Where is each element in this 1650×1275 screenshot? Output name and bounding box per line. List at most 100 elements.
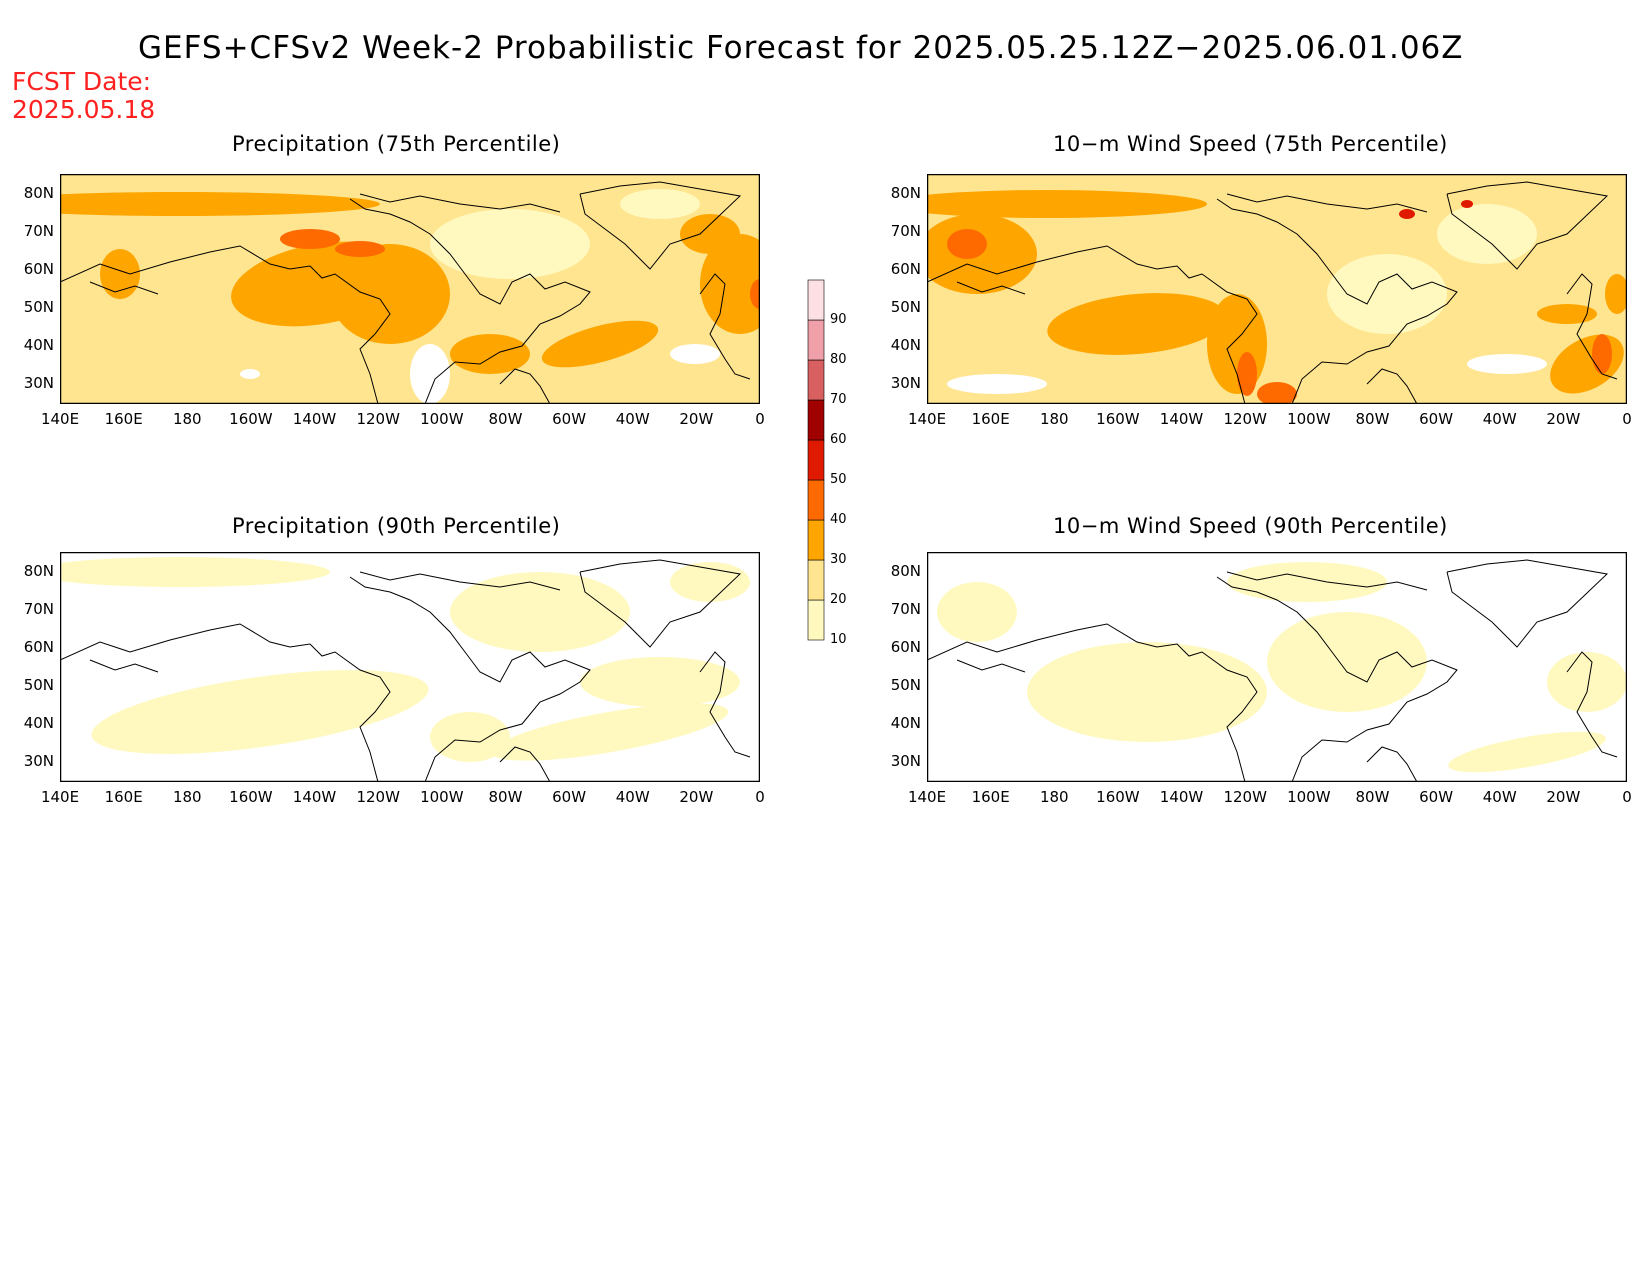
lon-label: 40W	[1482, 410, 1517, 428]
colorbar-segment	[807, 359, 825, 401]
coastline	[499, 368, 551, 405]
lon-label: 120W	[356, 788, 400, 806]
coastline	[499, 746, 551, 783]
lon-label: 160W	[1096, 410, 1140, 428]
contour-area	[450, 334, 530, 374]
panel-title-precip-90: Precipitation (90th Percentile)	[232, 514, 561, 538]
coastline	[59, 623, 391, 783]
contour-area	[1399, 209, 1415, 219]
lon-label: 60W	[1419, 410, 1454, 428]
map-frame	[59, 173, 761, 405]
contour-area	[541, 320, 659, 368]
lon-label: 140W	[1159, 410, 1204, 428]
lon-label: 20W	[679, 788, 714, 806]
contour-area	[491, 703, 729, 761]
contour-area	[1547, 652, 1627, 712]
coastline	[1366, 746, 1418, 783]
panel-title-wind-90: 10−m Wind Speed (90th Percentile)	[1053, 514, 1448, 538]
lat-label: 70N	[23, 600, 54, 618]
contour-area	[240, 369, 260, 379]
contour-area	[0, 192, 380, 216]
lon-label: 160E	[971, 410, 1010, 428]
map-precip-75	[0, 173, 780, 405]
contour-area	[280, 229, 340, 249]
contour-area	[680, 214, 740, 254]
lon-label: 100W	[1287, 788, 1331, 806]
coastline	[1226, 193, 1428, 213]
contour-area	[620, 189, 700, 219]
lon-label: 140E	[40, 410, 80, 428]
lat-label: 30N	[23, 752, 54, 770]
lon-label: 80W	[1355, 410, 1390, 428]
map-precip-90	[30, 551, 761, 783]
coastline	[699, 651, 751, 758]
coastline	[926, 623, 1258, 783]
contour-area	[91, 670, 429, 754]
lon-label: 0	[755, 410, 765, 428]
coastline	[59, 245, 391, 405]
lon-label: 100W	[420, 410, 464, 428]
lon-label: 180	[1039, 788, 1069, 806]
contour-area	[1605, 274, 1629, 314]
contour-area	[670, 562, 750, 602]
lon-label: 60W	[552, 410, 587, 428]
lon-label: 40W	[615, 788, 650, 806]
lat-label: 40N	[23, 714, 54, 732]
contour-area	[330, 244, 450, 344]
coastline	[1566, 273, 1618, 380]
lat-label: 30N	[890, 374, 921, 392]
coastline	[956, 281, 1026, 295]
lat-label: 70N	[890, 600, 921, 618]
map-canvas	[926, 551, 1628, 783]
lon-label: 0	[755, 788, 765, 806]
coastline	[89, 659, 159, 673]
contour-area	[1537, 304, 1597, 324]
contour-area	[1237, 352, 1257, 396]
map-wind-90	[926, 551, 1628, 783]
lon-label: 0	[1622, 410, 1632, 428]
colorbar	[807, 279, 825, 641]
lat-label: 50N	[23, 298, 54, 316]
coastline	[1446, 181, 1609, 270]
contour-area	[1467, 354, 1547, 374]
coastline	[579, 181, 742, 270]
colorbar-tick-label: 40	[830, 512, 847, 527]
colorbar-segment	[807, 559, 825, 601]
main-title: GEFS+CFSv2 Week-2 Probabilistic Forecast…	[138, 30, 1464, 66]
lon-label: 100W	[420, 788, 464, 806]
coastline	[1216, 198, 1458, 405]
lat-label: 60N	[23, 638, 54, 656]
map-frame	[59, 551, 761, 783]
colorbar-segment	[807, 479, 825, 521]
lon-label: 160W	[229, 788, 273, 806]
lon-label: 180	[1039, 410, 1069, 428]
colorbar-segment	[807, 399, 825, 441]
colorbar-tick-label: 50	[830, 472, 847, 487]
colorbar-tick-label: 30	[830, 552, 847, 567]
contour-area	[947, 229, 987, 259]
lat-label: 80N	[23, 184, 54, 202]
lon-label: 0	[1622, 788, 1632, 806]
lon-label: 140W	[1159, 788, 1204, 806]
lat-label: 60N	[23, 260, 54, 278]
contour-area	[937, 582, 1017, 642]
lon-label: 160E	[971, 788, 1010, 806]
panel-title-precip-75: Precipitation (75th Percentile)	[232, 132, 561, 156]
map-canvas	[30, 551, 761, 783]
colorbar-segment	[807, 519, 825, 561]
coastline	[1216, 576, 1458, 783]
colorbar-tick-label: 20	[830, 592, 847, 607]
coastline	[349, 576, 591, 783]
lat-label: 80N	[890, 562, 921, 580]
coastline	[1446, 559, 1609, 648]
contour-area	[1592, 334, 1612, 374]
contour-area	[1437, 204, 1537, 264]
map-frame	[926, 173, 1628, 405]
contour-area	[335, 241, 385, 257]
coastline	[579, 559, 742, 648]
lon-label: 80W	[488, 410, 523, 428]
lon-label: 100W	[1287, 410, 1331, 428]
lat-label: 40N	[890, 336, 921, 354]
contour-area	[1461, 200, 1473, 208]
coastline	[956, 659, 1026, 673]
